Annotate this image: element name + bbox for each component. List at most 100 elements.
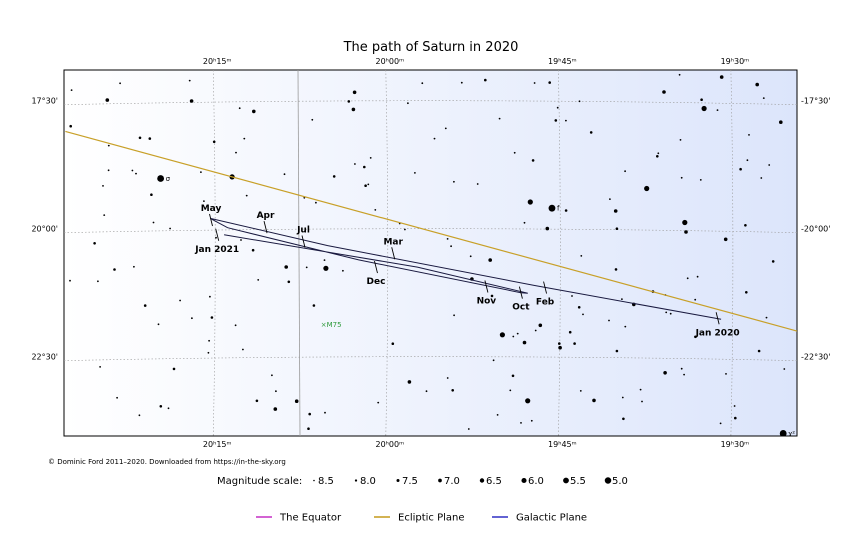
star: [488, 258, 493, 262]
star: [284, 265, 289, 269]
path-label: Mar: [383, 237, 403, 247]
star: [568, 330, 572, 334]
star: [414, 172, 416, 174]
star: [582, 313, 584, 316]
star: [757, 349, 761, 353]
deep-sky-objects: ×M75: [321, 321, 342, 329]
star: [613, 209, 618, 213]
star: [639, 388, 642, 391]
star: [446, 238, 449, 240]
star: [492, 359, 495, 362]
path-label: Apr: [257, 211, 275, 221]
legend-label: Galactic Plane: [516, 513, 587, 524]
star: [745, 291, 748, 294]
star: [469, 255, 472, 258]
plot-content: σ f χ² ×M75: [64, 70, 797, 438]
named-star-label: χ²: [788, 430, 795, 438]
star: [556, 106, 559, 109]
star: [476, 183, 479, 185]
star: [644, 185, 650, 192]
star: [407, 380, 412, 384]
star: [421, 82, 424, 85]
star: [748, 134, 750, 136]
star: [433, 137, 436, 140]
star: [102, 185, 104, 187]
magnitude-dot: [604, 477, 612, 484]
star: [238, 107, 241, 110]
path-labels: Jan 2020 Feb Mar Apr May Jul Dec Nov Oct Jan 2021: [194, 204, 739, 338]
star: [351, 107, 356, 112]
month-tick: [301, 235, 306, 248]
star: [694, 298, 697, 301]
star: [347, 100, 351, 103]
star: [624, 170, 626, 173]
star: [656, 155, 659, 158]
star: [69, 124, 72, 128]
star: [283, 173, 286, 176]
star: [203, 200, 205, 203]
star: [352, 90, 357, 95]
star: [354, 163, 356, 165]
magnitude-value: 5.0: [612, 476, 628, 487]
star: [527, 199, 533, 205]
star: [169, 227, 172, 230]
star: [554, 119, 558, 122]
star: [609, 198, 611, 201]
star: [571, 295, 573, 297]
ra-tick-label-bottom: 19ʰ45ᵐ: [548, 440, 577, 449]
star: [531, 159, 535, 162]
star: [107, 144, 110, 147]
star: [107, 169, 110, 172]
chart-title: The path of Saturn in 2020: [343, 40, 519, 55]
star: [113, 268, 116, 271]
star: [765, 316, 768, 319]
star: [152, 221, 155, 224]
star: [669, 312, 672, 315]
ra-tick-label-top: 19ʰ45ᵐ: [548, 57, 577, 66]
star: [240, 239, 242, 241]
star: [467, 428, 470, 430]
star: [615, 227, 619, 230]
named-star: [157, 175, 165, 182]
named-star-label: f: [557, 205, 560, 213]
star: [425, 390, 428, 393]
star: [271, 374, 273, 377]
month-tick: [263, 221, 268, 234]
star: [103, 214, 106, 217]
star: [589, 131, 593, 134]
month-tick: [374, 260, 378, 274]
month-tick: [484, 280, 489, 293]
star: [367, 183, 370, 186]
star: [287, 280, 291, 284]
star: [242, 348, 244, 351]
star: [138, 136, 142, 140]
star: [305, 266, 308, 269]
dec-tick-label-left: 17°30': [31, 97, 58, 106]
star: [662, 90, 666, 94]
magnitude-scale-label: Magnitude scale:: [217, 476, 302, 487]
star: [324, 411, 326, 414]
star: [762, 97, 765, 99]
star: [235, 151, 237, 154]
star: [245, 194, 248, 197]
star: [614, 268, 618, 271]
star: [733, 405, 736, 407]
magnitude-dot: [438, 478, 442, 483]
star: [209, 295, 211, 298]
star: [150, 193, 153, 196]
star: [451, 389, 455, 392]
star: [311, 118, 314, 121]
star: [538, 323, 543, 328]
star: [520, 422, 522, 424]
star: [323, 265, 329, 271]
star: [116, 396, 118, 399]
star: [407, 102, 409, 105]
ra-tick-label-bottom: 19ʰ30ᵐ: [721, 440, 750, 449]
magnitude-dot: [479, 478, 485, 483]
star: [680, 367, 683, 370]
star: [342, 269, 344, 272]
star: [522, 340, 527, 345]
deep-sky-label: ×M75: [321, 321, 342, 329]
ra-tick-label-top: 19ʰ30ᵐ: [721, 57, 750, 66]
star: [534, 329, 537, 332]
